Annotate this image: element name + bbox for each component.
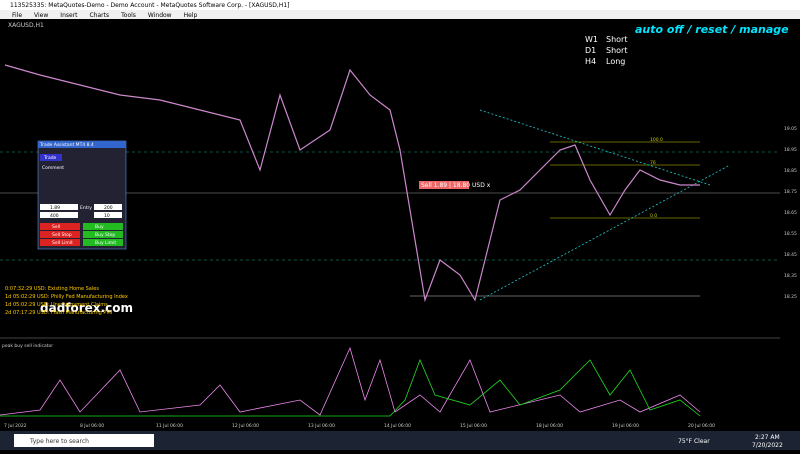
indicator-label: peak buy sell indicator — [2, 343, 53, 349]
taskbar — [0, 431, 800, 450]
menu-item[interactable]: Tools — [120, 12, 136, 19]
trade-tab-label[interactable]: Trade — [43, 155, 57, 161]
entry-field[interactable] — [94, 204, 122, 210]
price-label: 18.65 — [784, 210, 797, 216]
time-label: 13 Jul 06:00 — [308, 423, 335, 429]
clock-date[interactable]: 7/20/2022 — [752, 442, 783, 449]
trend-direction: Short — [606, 35, 627, 44]
order-button[interactable] — [40, 239, 80, 246]
price-label: 18.25 — [784, 294, 797, 300]
trend-timeframe: W1 — [585, 35, 598, 44]
trend-direction: Long — [606, 57, 625, 66]
order-button[interactable] — [83, 239, 123, 246]
window-title: 113525335: MetaQuotes-Demo - Demo Accoun… — [10, 2, 290, 9]
price-label: 19.05 — [784, 126, 797, 132]
order-button-label[interactable]: Buy Stop — [95, 232, 115, 238]
panel-title: Trade Assistant MT4 8.4 — [39, 142, 94, 148]
price-line — [4, 64, 700, 303]
lots-value[interactable]: 1.89 — [50, 205, 60, 211]
watermark: dadforex.com — [40, 301, 133, 315]
time-label: 8 Jul 06:00 — [80, 423, 104, 429]
order-button[interactable] — [40, 223, 80, 230]
menu-item[interactable]: Insert — [60, 12, 78, 19]
chart-area — [0, 19, 800, 431]
order-button[interactable] — [83, 231, 123, 238]
fib-label: 100.0 — [650, 137, 663, 143]
tp-value[interactable]: 10 — [104, 213, 110, 219]
clock-time[interactable]: 2:27 AM — [755, 434, 780, 441]
time-label: 19 Jul 06:00 — [612, 423, 639, 429]
sl-field[interactable] — [40, 212, 78, 218]
entry-label: Entry — [80, 205, 92, 211]
trend-timeframe: H4 — [585, 57, 596, 66]
search-text[interactable]: Type here to search — [29, 438, 89, 445]
indicator-line — [0, 346, 701, 416]
time-label: 15 Jul 06:00 — [460, 423, 487, 429]
order-button-label[interactable]: Sell — [52, 224, 60, 230]
menu-bar — [0, 10, 800, 19]
time-label: 14 Jul 06:00 — [384, 423, 411, 429]
fib-label: 0.0 — [650, 213, 657, 219]
symbol: XAGUSD,H1 — [8, 22, 44, 29]
sell-label-box — [419, 181, 469, 189]
news-item: 0:07:32:29 USD: Existing Home Sales — [5, 286, 99, 292]
price-label: 18.85 — [784, 168, 797, 174]
price-label: 18.35 — [784, 273, 797, 279]
fib-label: 76 — [650, 160, 656, 166]
order-button-label[interactable]: Buy Limit — [95, 240, 116, 246]
trend-direction: Short — [606, 46, 627, 55]
panel-header — [38, 141, 126, 148]
price-label: 18.45 — [784, 252, 797, 258]
entry-value[interactable]: 200 — [104, 205, 113, 211]
order-button-label[interactable]: Sell Limit — [52, 240, 73, 246]
weather[interactable]: 75°F Clear — [678, 438, 710, 445]
trade-tab[interactable] — [40, 154, 62, 161]
menu-item[interactable]: Charts — [90, 12, 110, 19]
search-box[interactable] — [14, 434, 154, 447]
time-label: 18 Jul 06:00 — [536, 423, 563, 429]
time-label: 7 Jul 2022 — [4, 423, 27, 429]
price-label: 18.55 — [784, 231, 797, 237]
sl-value[interactable]: 400 — [50, 213, 59, 219]
menu-item[interactable]: Window — [148, 12, 172, 19]
price-label: 18.95 — [784, 147, 797, 153]
menu-item[interactable]: View — [34, 12, 48, 19]
order-button-label[interactable]: Buy — [95, 224, 104, 230]
control-text[interactable]: auto off / reset / manage — [635, 23, 789, 36]
order-button[interactable] — [40, 231, 80, 238]
trend-line — [479, 109, 711, 186]
time-label: 11 Jul 06:00 — [156, 423, 183, 429]
news-item: 1d 05:02:29 USD: Philly Fed Manufacturin… — [5, 294, 128, 300]
lots-field[interactable] — [40, 204, 78, 210]
menu-item[interactable]: Help — [184, 12, 198, 19]
trend-line — [479, 164, 731, 301]
tp-field[interactable] — [94, 212, 122, 218]
title-bar — [0, 0, 800, 10]
order-button[interactable] — [83, 223, 123, 230]
news-item: 1d 05:02:29 USD: Unemployment Claims — [5, 302, 108, 308]
order-button-label[interactable]: Sell Stop — [52, 232, 72, 238]
price-label: 18.75 — [784, 189, 797, 195]
sell-label: Sell 1.89 | 18.80 USD x — [421, 182, 491, 189]
menu-item[interactable]: File — [12, 12, 22, 19]
indicator-line — [0, 358, 701, 417]
trend-timeframe: D1 — [585, 46, 596, 55]
news-item: 2d 07:17:29 USD: Flash Manufacturing PMI — [5, 310, 112, 316]
time-label: 12 Jul 06:00 — [232, 423, 259, 429]
time-label: 20 Jul 06:00 — [688, 423, 715, 429]
comment-label: Comment — [42, 165, 64, 171]
